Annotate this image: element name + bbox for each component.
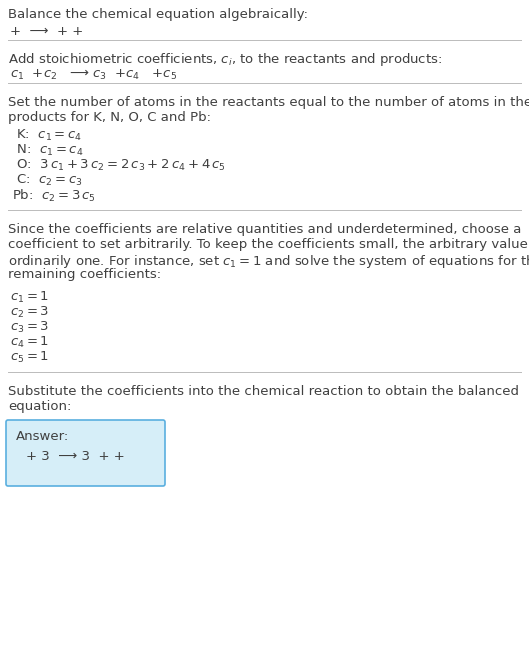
Text: ordinarily one. For instance, set $c_1 = 1$ and solve the system of equations fo: ordinarily one. For instance, set $c_1 =…: [8, 253, 529, 270]
Text: Since the coefficients are relative quantities and underdetermined, choose a: Since the coefficients are relative quan…: [8, 223, 522, 236]
Text: $c_3 = 3$: $c_3 = 3$: [10, 320, 49, 335]
Text: $c_4 = 1$: $c_4 = 1$: [10, 335, 49, 350]
Text: Add stoichiometric coefficients, $c_i$, to the reactants and products:: Add stoichiometric coefficients, $c_i$, …: [8, 51, 442, 68]
Text: remaining coefficients:: remaining coefficients:: [8, 268, 161, 281]
Text: $c_1 = 1$: $c_1 = 1$: [10, 290, 49, 305]
Text: $c_2 = 3$: $c_2 = 3$: [10, 305, 49, 320]
Text: Balance the chemical equation algebraically:: Balance the chemical equation algebraica…: [8, 8, 308, 21]
Text: Substitute the coefficients into the chemical reaction to obtain the balanced: Substitute the coefficients into the che…: [8, 385, 519, 398]
Text: + 3  ⟶ 3  + +: + 3 ⟶ 3 + +: [26, 450, 125, 463]
Text: $c_5 = 1$: $c_5 = 1$: [10, 350, 49, 365]
Text: equation:: equation:: [8, 400, 71, 413]
Text: K:  $c_1 = c_4$: K: $c_1 = c_4$: [12, 128, 82, 143]
Text: $c_1$  +$c_2$   ⟶ $c_3$  +$c_4$   +$c_5$: $c_1$ +$c_2$ ⟶ $c_3$ +$c_4$ +$c_5$: [10, 68, 177, 82]
Text: N:  $c_1 = c_4$: N: $c_1 = c_4$: [12, 143, 84, 158]
Text: Set the number of atoms in the reactants equal to the number of atoms in the: Set the number of atoms in the reactants…: [8, 96, 529, 109]
Text: coefficient to set arbitrarily. To keep the coefficients small, the arbitrary va: coefficient to set arbitrarily. To keep …: [8, 238, 529, 251]
Text: O:  $3\,c_1 + 3\,c_2 = 2\,c_3 + 2\,c_4 + 4\,c_5$: O: $3\,c_1 + 3\,c_2 = 2\,c_3 + 2\,c_4 + …: [12, 158, 226, 173]
Text: products for K, N, O, C and Pb:: products for K, N, O, C and Pb:: [8, 111, 211, 124]
Text: C:  $c_2 = c_3$: C: $c_2 = c_3$: [12, 173, 83, 188]
FancyBboxPatch shape: [6, 420, 165, 486]
Text: Pb:  $c_2 = 3\,c_5$: Pb: $c_2 = 3\,c_5$: [12, 188, 96, 204]
Text: Answer:: Answer:: [16, 430, 69, 443]
Text: +  ⟶  + +: + ⟶ + +: [10, 25, 83, 38]
